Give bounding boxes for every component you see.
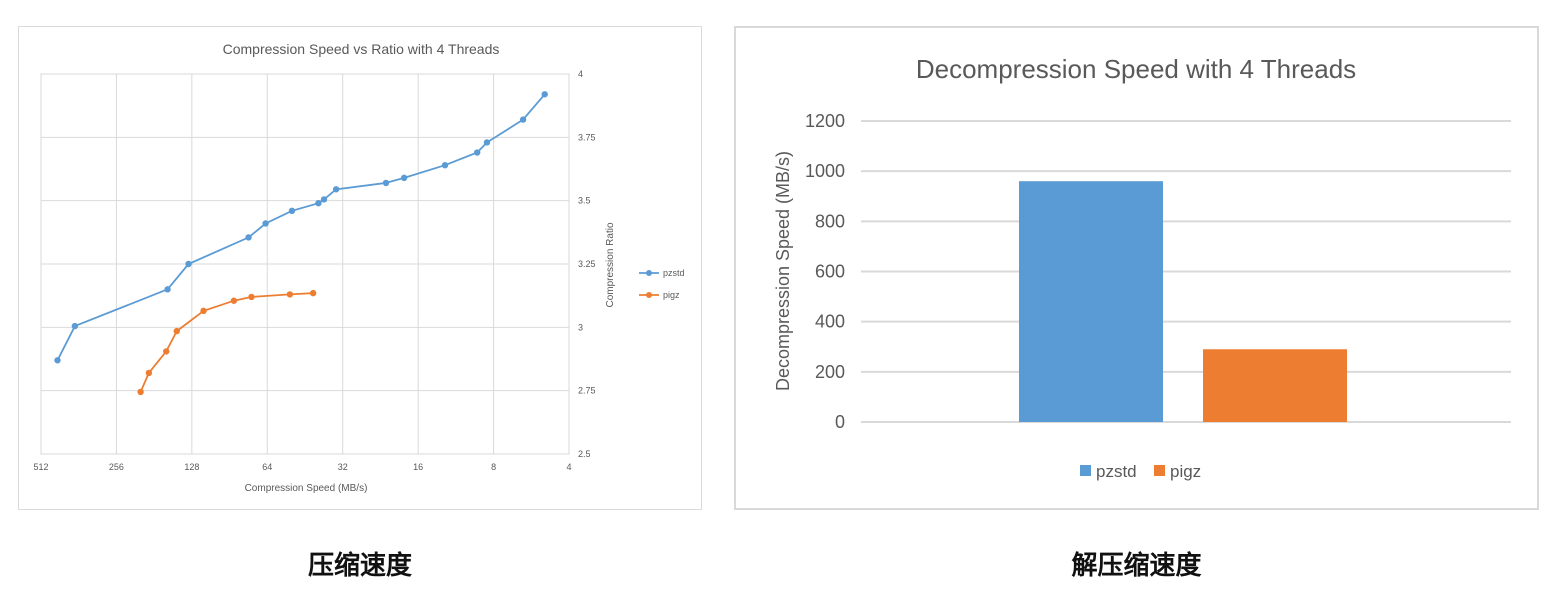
y-tick-label: 600 (815, 262, 845, 282)
data-point-pzstd (288, 207, 296, 214)
data-point-pigz (145, 369, 153, 377)
compression-speed-ratio-chart: Compression Speed vs Ratio with 4 Thread… (33, 41, 685, 494)
legend-label-pigz: pigz (663, 290, 680, 300)
data-point-pzstd (400, 174, 408, 182)
y-tick-label: 3.75 (578, 132, 596, 142)
x-tick-label: 256 (109, 462, 124, 472)
series-line-pzstd (56, 93, 546, 361)
caption-compression-speed: 压缩速度 (307, 551, 412, 581)
legend: pzstd pigz (639, 268, 685, 300)
y-tick-label: 3 (578, 322, 583, 332)
x-tick-label: 64 (262, 462, 272, 472)
data-point-pzstd (164, 286, 171, 293)
y-tick-label: 400 (815, 312, 845, 332)
x-tick-label: 32 (338, 462, 348, 472)
legend-label-pzstd: pzstd (1096, 462, 1137, 481)
data-point-pigz (200, 307, 207, 315)
y-tick-label: 2.5 (578, 449, 591, 459)
data-point-pzstd (262, 220, 269, 227)
x-tick-label: 128 (184, 462, 199, 472)
compression-chart-panel: Compression Speed vs Ratio with 4 Thread… (18, 26, 702, 510)
series-line-pigz (139, 292, 314, 393)
data-point-pzstd (541, 91, 548, 98)
bar-pigz (1203, 349, 1347, 422)
y-tick-label: 1200 (805, 111, 845, 131)
caption-decompression-speed: 解压缩速度 (1071, 551, 1202, 581)
chart-title: Compression Speed vs Ratio with 4 Thread… (223, 41, 500, 57)
x-tick-label: 8 (491, 462, 496, 472)
plot-area-border (40, 73, 570, 455)
y-tick-label: 200 (815, 362, 845, 382)
x-tick-label: 512 (33, 462, 48, 472)
data-point-pzstd (185, 260, 192, 268)
data-point-pzstd (245, 234, 252, 241)
data-point-pzstd (441, 162, 449, 169)
data-point-pzstd (473, 149, 481, 156)
legend-swatch-pzstd (1080, 465, 1091, 476)
y-tick-label: 2.75 (578, 386, 596, 396)
data-point-pzstd (332, 186, 340, 193)
x-tick-label: 16 (413, 462, 423, 472)
data-point-pigz (137, 388, 144, 396)
data-point-pzstd (483, 139, 491, 146)
data-point-pigz (286, 291, 294, 298)
decompression-speed-chart: Decompression Speed with 4 Threads 0 200 4… (773, 54, 1511, 481)
y-tick-label: 0 (835, 412, 845, 432)
data-point-pigz (309, 289, 317, 297)
data-point-pigz (173, 327, 180, 335)
legend-swatch-pigz (1154, 465, 1165, 476)
legend-label-pigz: pigz (1170, 462, 1201, 481)
y-tick-label: 3.5 (578, 196, 591, 206)
data-point-pzstd (382, 179, 390, 187)
legend-marker-pigz (646, 292, 652, 298)
y-tick-label: 1000 (805, 161, 845, 181)
data-point-pzstd (54, 357, 61, 364)
data-point-pzstd (315, 200, 322, 207)
y-axis-label: Compression Ratio (605, 222, 616, 307)
legend: pzstd pigz (1080, 462, 1201, 481)
data-point-pzstd (320, 196, 328, 203)
chart-title: Decompression Speed with 4 Threads (916, 54, 1356, 84)
data-point-pzstd (71, 322, 79, 330)
y-tick-label: 4 (578, 69, 583, 79)
legend-label-pzstd: pzstd (663, 268, 685, 278)
data-point-pigz (248, 293, 255, 301)
data-point-pigz (163, 348, 170, 355)
x-axis-label: Compression Speed (MB/s) (245, 483, 368, 494)
x-tick-label: 4 (566, 462, 571, 472)
legend-marker-pzstd (646, 270, 652, 276)
data-point-pigz (230, 297, 238, 304)
y-tick-label: 3.25 (578, 259, 596, 269)
data-point-pzstd (519, 116, 527, 123)
y-tick-label: 800 (815, 211, 845, 231)
bar-pzstd (1019, 181, 1163, 422)
y-axis-label: Decompression Speed (MB/s) (773, 151, 793, 391)
decompression-chart-panel: Decompression Speed with 4 Threads 0 200 4… (734, 26, 1539, 510)
